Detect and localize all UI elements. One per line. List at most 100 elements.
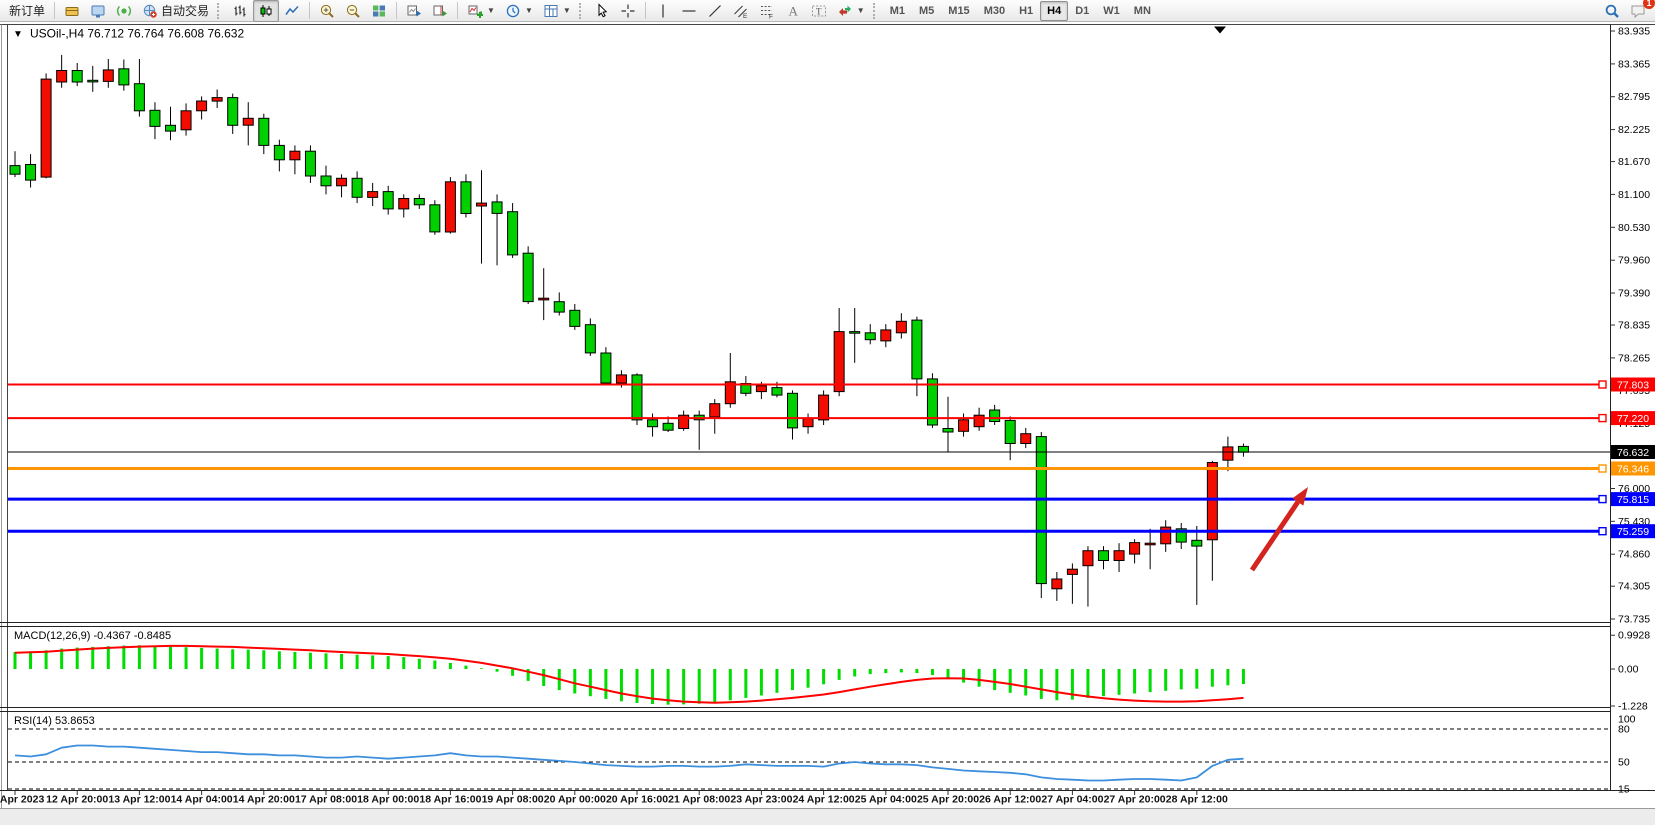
timeframe-mn-button[interactable]: MN: [1133, 4, 1151, 17]
symbol-dropdown-icon[interactable]: ▼: [13, 29, 23, 40]
panel-splitters[interactable]: [0, 622, 1610, 712]
svg-text:75.259: 75.259: [1617, 526, 1649, 538]
time-tick-label: 19 Apr 08:00: [482, 794, 544, 806]
bar-chart-mode-button[interactable]: [227, 0, 253, 22]
tile-windows-button[interactable]: [366, 0, 392, 22]
candle-body: [351, 177, 363, 198]
macd-label: MACD(12,26,9) -0.4367 -0.8485: [14, 630, 171, 642]
equidistant-channel-button[interactable]: E: [728, 0, 754, 22]
candle-body: [320, 175, 332, 187]
hline-end-marker[interactable]: [1598, 380, 1607, 389]
line-chart-mode-button[interactable]: [279, 0, 305, 22]
periods-button[interactable]: ▼: [500, 0, 538, 22]
new-order-button[interactable]: 新订单: [4, 0, 50, 22]
signal-icon-button[interactable]: [111, 0, 137, 22]
horizontal-line-button[interactable]: [676, 0, 702, 22]
template: [544, 4, 558, 17]
hline-77803[interactable]: [8, 380, 1607, 389]
candle-body: [1222, 446, 1234, 461]
terminal: [91, 5, 105, 17]
candle-body: [476, 202, 487, 207]
chart-title: USOil-,H4 76.712 76.764 76.608 76.632: [30, 27, 244, 41]
zoomout: [346, 4, 360, 18]
chart-shift-button[interactable]: [427, 0, 453, 22]
crosshair-button[interactable]: [615, 0, 641, 22]
text-button[interactable]: A: [780, 0, 806, 22]
macd-axis-tick: 0.00: [1618, 664, 1639, 676]
indicators-button[interactable]: ▼: [462, 0, 500, 22]
candle-body: [584, 324, 596, 354]
arrows-button[interactable]: ▼: [832, 0, 870, 22]
hline-end-marker[interactable]: [1598, 464, 1607, 473]
fibonacci-button[interactable]: F: [754, 0, 780, 22]
channel: E: [733, 5, 748, 19]
candle-body: [1051, 578, 1063, 590]
zoomin: [320, 4, 334, 18]
toolbar-separator: [644, 2, 646, 19]
timeframe-h1-button[interactable]: H1: [1019, 4, 1034, 17]
candle-body: [211, 97, 223, 102]
hline-end-marker[interactable]: [1598, 494, 1607, 504]
macd-signal-line: [14, 644, 1244, 704]
time-tick-label: 28 Apr 12:00: [1166, 794, 1228, 806]
hline-77220[interactable]: [8, 413, 1607, 423]
hline-price-badge: 77.220: [1611, 411, 1655, 426]
chart-canvas[interactable]: 0.9928 0.00 -1.228 100 80 50 15 83.935 83.365 82.…: [0, 22, 1655, 825]
price-tick-label: 78.265: [1618, 352, 1650, 364]
market-watch-icon-button[interactable]: [59, 0, 85, 22]
timeframe-m15-button[interactable]: M15: [948, 4, 970, 17]
candle-body: [1129, 542, 1141, 555]
hline-objects[interactable]: [8, 380, 1607, 536]
candle-chart-mode-button[interactable]: [253, 0, 280, 22]
notification-count-badge: 1: [1643, 0, 1655, 9]
hline-end-marker[interactable]: [1598, 413, 1607, 423]
vertical-line-button[interactable]: [650, 0, 676, 22]
candle-body: [9, 165, 21, 175]
hline-75259[interactable]: [8, 527, 1607, 536]
autotrade-button-label: 自动交易: [161, 4, 210, 18]
crosshair: [621, 4, 635, 17]
candle-body: [196, 100, 208, 112]
trendline-button[interactable]: [702, 0, 728, 22]
time-tick-label: 12 Apr 2023: [0, 794, 44, 806]
timeframe-m1-button[interactable]: M1: [889, 4, 905, 17]
auto-scroll-button[interactable]: [401, 0, 427, 22]
scroll-to-end-marker[interactable]: [1214, 26, 1226, 34]
zoom-out-button[interactable]: [340, 0, 366, 22]
candle-body: [771, 387, 783, 396]
notifications-button[interactable]: 1: [1625, 0, 1655, 22]
templates-button[interactable]: ▼: [538, 0, 576, 22]
hline-end-marker[interactable]: [1598, 527, 1607, 536]
annotation-arrow[interactable]: [1249, 487, 1308, 572]
timeframe-d1-button[interactable]: D1: [1075, 4, 1090, 17]
search-button[interactable]: [1599, 0, 1625, 22]
candle-body: [895, 320, 907, 334]
autotrade-button[interactable]: 自动交易: [137, 0, 214, 22]
terminal-icon-button[interactable]: [85, 0, 111, 22]
trend: [708, 4, 721, 17]
toolbar-separator: [457, 2, 459, 19]
cursor-button[interactable]: [589, 0, 615, 22]
candle-body: [911, 319, 923, 380]
timeframe-m30-button[interactable]: M30: [983, 4, 1006, 17]
timeframe-m5-button[interactable]: M5: [919, 4, 935, 17]
toolbar: 新订单 自动交易 ▼ ▼ ▼ E F A T ▼ M1 M5 M15 M30 H1 H4 D1 W1 MN 1: [0, 0, 1655, 22]
rsi-axis-tick: 15: [1618, 784, 1630, 796]
rsi-axis-tick: 80: [1618, 724, 1630, 736]
price-tick-label: 73.735: [1618, 614, 1650, 626]
zoom-in-button[interactable]: [314, 0, 340, 22]
candle-body: [413, 198, 425, 206]
text-label-button[interactable]: T: [806, 0, 832, 22]
timeframe-w1-button[interactable]: W1: [1103, 4, 1120, 17]
candle-body: [258, 117, 270, 146]
candle-body: [273, 144, 285, 161]
time-tick-label: 18 Apr 16:00: [419, 794, 481, 806]
timeframe-h4-button[interactable]: H4: [1040, 0, 1069, 21]
candle-body: [755, 385, 767, 393]
chevron-down-icon: ▼: [524, 6, 533, 15]
hline-76346[interactable]: [8, 464, 1607, 473]
hline-75815[interactable]: [8, 494, 1607, 504]
candle-body: [1113, 550, 1125, 562]
candle-body: [849, 331, 861, 334]
candle-body: [569, 309, 581, 327]
